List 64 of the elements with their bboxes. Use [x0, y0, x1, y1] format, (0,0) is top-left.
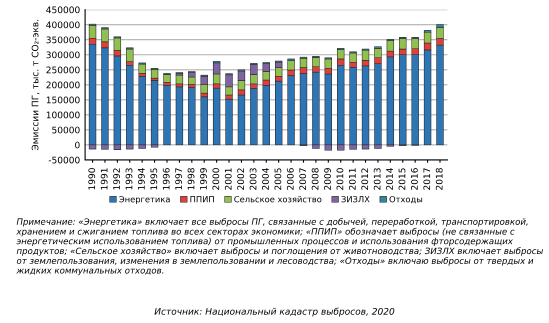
x-tick-label: 1991 [100, 168, 108, 190]
x-tick-label: 2003 [250, 168, 256, 190]
x-tick-label: 2009 [324, 168, 331, 190]
bar [225, 98, 233, 146]
x-tick-label: 2017 [423, 168, 430, 190]
bar [150, 69, 158, 78]
x-tick-label: 2001 [224, 168, 232, 190]
bar [138, 76, 146, 146]
y-tick-label: 150000 [46, 96, 80, 104]
x-tick-label: 2011 [348, 168, 356, 190]
x-tick-label: 2012 [361, 168, 368, 190]
bar [126, 64, 134, 146]
text: Примечание: «Энергетика» включает все выбросы ПГ, связанные с добычей, переработкой, транспортировкой, хранением и сжиганием топлива во всех секторах экономики; «ППИП» обозначает выбросы (не связанные с энергетическим использованием топлива) от промышленных процессов и использования фторсодержащих продуктов; «Сельское хозяйство» включает выбросы и поглощения от животноводства; ЗИЗЛХ включает выбросы от землепользования, изменения в землепользовании и лесоводства; «Отходы» включаю выбросы от твердых и жидких коммунальных отходов. [16, 218, 543, 276]
bar [163, 85, 171, 146]
y-axis-title: Эмиссии ПГ, тыс. т CO₂-экв. [32, 20, 40, 150]
bar [200, 96, 208, 146]
bar [188, 76, 196, 85]
bar [274, 80, 282, 146]
x-tick-label: 1996 [162, 168, 170, 190]
x-tick-label: 1994 [138, 168, 145, 190]
legend-label: ППИП [190, 196, 214, 202]
legend-label: Сельское хозяйство [234, 196, 322, 202]
x-tick-label: 1997 [175, 168, 182, 190]
x-tick-label: 1990 [88, 168, 96, 190]
y-tick-label: 100000 [46, 112, 80, 118]
y-tick-label: -50000 [48, 156, 80, 164]
x-tick-label: 2018 [436, 168, 443, 190]
legend-label: Энергетика [119, 196, 170, 204]
x-tick-label: 2013 [374, 168, 381, 190]
x-tick-label: 2015 [398, 168, 406, 190]
x-tick-label: 1993 [126, 168, 132, 190]
x-tick-label: 2004 [262, 168, 269, 190]
bar [126, 48, 134, 62]
x-tick-label: 2008 [312, 168, 319, 190]
x-tick-label: 1995 [150, 168, 158, 190]
x-tick-label: 2014 [386, 168, 393, 190]
text: Источник: Национальный кадастр выбросов, 2020 [154, 308, 394, 317]
x-tick-label: 1998 [188, 168, 194, 190]
x-tick-label: 2010 [336, 168, 344, 190]
legend-label: Отходы [390, 196, 422, 204]
y-tick-label: 450000 [46, 6, 80, 14]
y-tick-label: 200000 [46, 82, 80, 88]
x-tick-label: 2006 [286, 168, 294, 190]
y-tick-label: 50000 [52, 126, 80, 134]
y-tick-label: 400000 [46, 21, 80, 28]
bar [212, 88, 220, 146]
y-tick-label: 300000 [46, 51, 80, 58]
x-tick-label: 1992 [113, 168, 120, 190]
y-tick-label: 350000 [46, 36, 80, 44]
bar [176, 86, 184, 146]
x-tick-label: 2005 [274, 168, 282, 190]
x-tick-label: 2007 [299, 168, 306, 190]
x-tick-label: 2002 [237, 168, 244, 190]
x-tick-label: 2000 [212, 168, 220, 190]
y-tick-label: 0 [75, 142, 80, 148]
bar [138, 64, 146, 74]
bar [176, 74, 184, 84]
y-tick-label: 250000 [46, 66, 80, 74]
bar [188, 87, 196, 146]
legend-label: ЗИЗЛХ [342, 196, 370, 202]
x-tick-label: 1999 [200, 168, 207, 190]
x-tick-label: 2016 [410, 168, 418, 190]
bar [250, 88, 258, 146]
bar [150, 80, 158, 146]
